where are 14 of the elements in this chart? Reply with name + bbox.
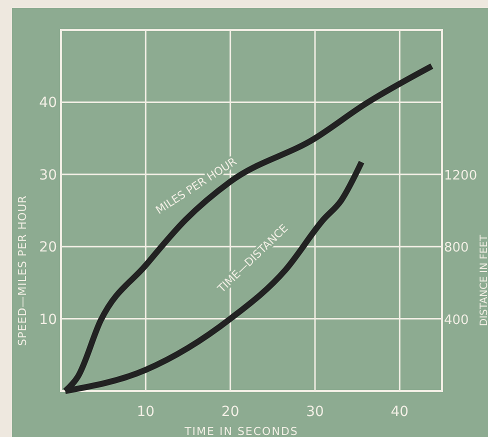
y-tick-label: 30 [39, 167, 57, 184]
x-tick-label: 10 [136, 404, 155, 420]
x-tick-label: 40 [390, 404, 409, 420]
y2-tick-label: 1200 [444, 168, 478, 184]
y-axis-title: SPEED—MILES PER HOUR [16, 195, 29, 346]
x-axis-title: TIME IN SECONDS [184, 425, 298, 437]
y2-axis-title: DISTANCE IN FEET [479, 234, 488, 326]
x-tick-label: 30 [306, 404, 324, 420]
y-tick-label: 10 [39, 312, 57, 328]
y-tick-label: 20 [39, 240, 57, 256]
x-tick-label: 20 [221, 404, 240, 420]
y-tick-label: 40 [39, 95, 57, 112]
y2-tick-label: 800 [444, 240, 469, 256]
y2-tick-label: 400 [444, 312, 469, 328]
